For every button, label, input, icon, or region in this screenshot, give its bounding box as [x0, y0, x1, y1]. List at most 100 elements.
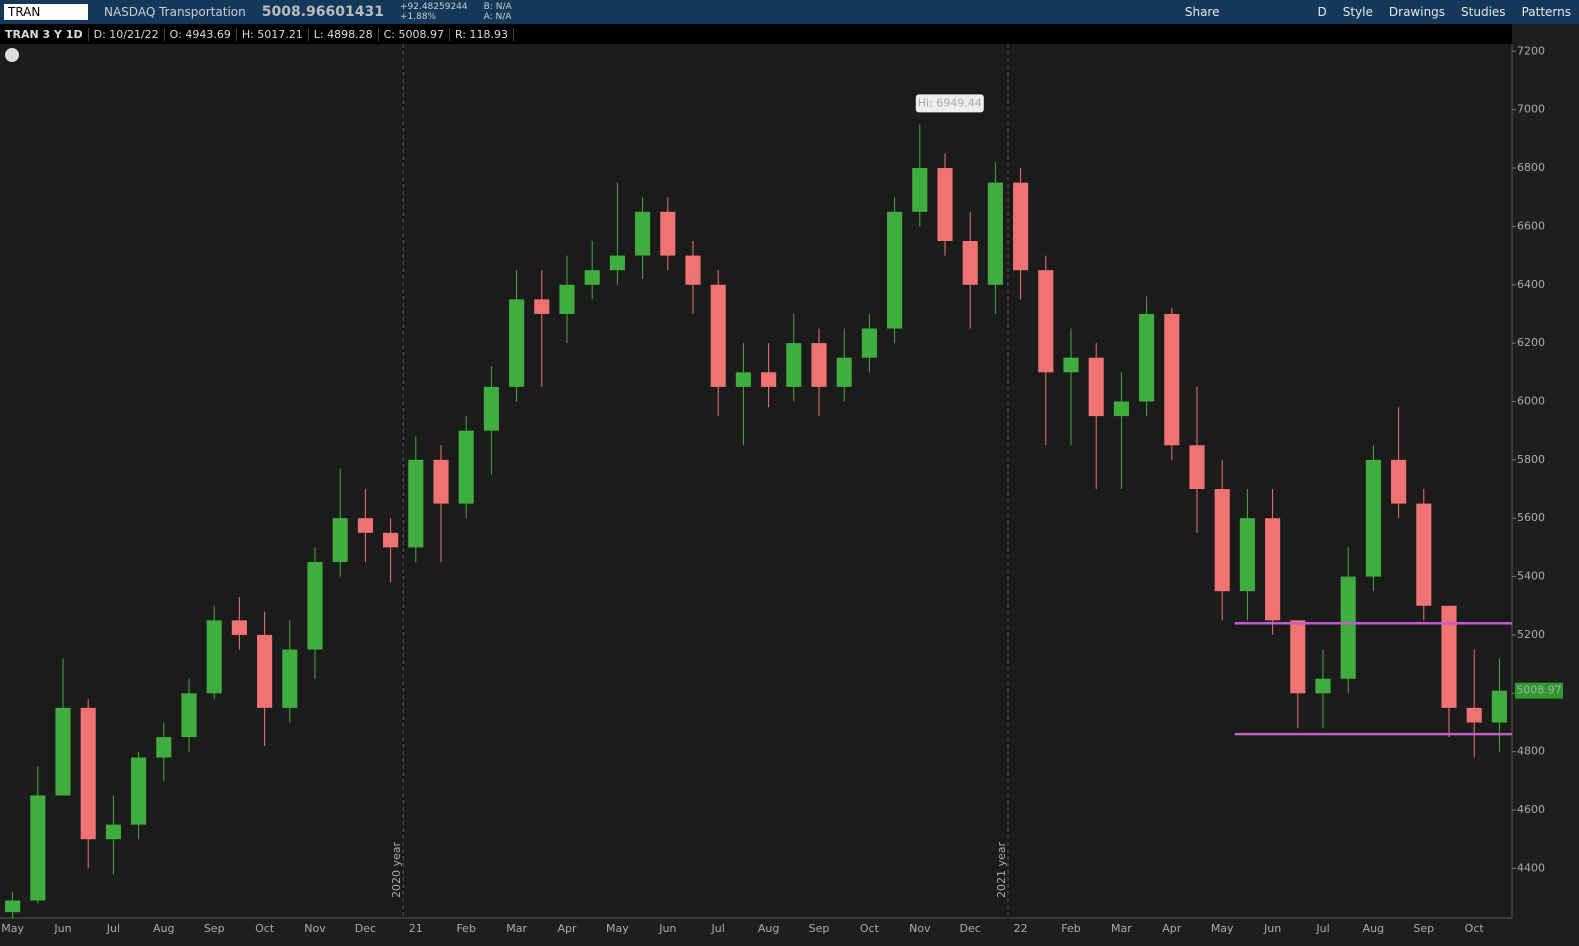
candle-body [357, 518, 373, 533]
y-tick-label: 6400 [1517, 278, 1545, 291]
x-tick-label: Aug [1363, 922, 1384, 935]
candle-body [1189, 445, 1205, 490]
candle-body [181, 693, 197, 738]
y-tick-label: 4600 [1517, 803, 1545, 816]
x-tick-label: Sep [204, 922, 225, 935]
candle-body [1365, 459, 1381, 577]
candle-body [1164, 313, 1180, 446]
y-tick-label: 5600 [1517, 511, 1545, 524]
y-tick-label: 5800 [1517, 453, 1545, 466]
candle-body [1466, 707, 1482, 723]
info-bar: TRAN 3 Y 1D D: 10/21/22 O: 4943.69 H: 5017.… [0, 24, 1512, 44]
patterns-button[interactable]: Patterns [1521, 5, 1571, 19]
x-tick-label: Feb [456, 922, 475, 935]
candle-body [534, 299, 550, 314]
info-item: R: 118.93 [450, 27, 514, 41]
candle-body [1139, 313, 1155, 402]
candle-body [710, 284, 726, 387]
candle-body [811, 343, 827, 387]
candle-body [1088, 357, 1104, 417]
share-button[interactable]: Share [1184, 5, 1220, 19]
x-tick-label: Apr [1162, 922, 1182, 935]
candle-body [685, 255, 701, 285]
x-tick-label: 21 [409, 922, 423, 935]
x-tick-label: Jun [1263, 922, 1281, 935]
candle-body [1391, 459, 1407, 504]
candle-body [962, 240, 978, 285]
x-tick-label: Dec [960, 922, 981, 935]
candle-body [887, 211, 903, 329]
x-tick-label: Aug [153, 922, 174, 935]
change-abs: +92.48259244 [399, 2, 468, 12]
x-tick-label: Sep [809, 922, 830, 935]
y-tick-label: 4400 [1517, 861, 1545, 874]
info-item: L: 4898.28 [309, 27, 379, 41]
candle-body [1113, 401, 1129, 417]
candle-body [559, 284, 575, 314]
change-pct: +1.88% [399, 12, 437, 22]
x-tick-label: Feb [1061, 922, 1080, 935]
x-tick-label: Aug [758, 922, 779, 935]
last-price-tag [1515, 682, 1563, 699]
candle-body [483, 386, 499, 431]
candle-body [1063, 357, 1079, 373]
separator-label: 2021 year [995, 841, 1008, 898]
y-tick-label: 7000 [1517, 103, 1545, 116]
candle-body [131, 757, 147, 825]
candle-body [1441, 605, 1457, 708]
symbol-input[interactable]: TRAN [4, 4, 88, 20]
candle-body [987, 182, 1003, 285]
candle-body [1013, 182, 1029, 271]
y-tick-label: 5400 [1517, 570, 1545, 583]
candle-body [1491, 690, 1507, 723]
candle-body [509, 299, 525, 387]
candle-body [1265, 518, 1281, 621]
candle-body [836, 357, 852, 387]
drawings-button[interactable]: Drawings [1388, 5, 1446, 19]
candle-body [307, 561, 323, 650]
change: +92.48259244 +1.88% [400, 2, 468, 22]
toolbar: TRAN NASDAQ Transportation 5008.96601431… [0, 0, 1579, 24]
plot-area [0, 44, 1512, 918]
x-tick-label: Oct [1465, 922, 1485, 935]
y-tick-label: 6600 [1517, 219, 1545, 232]
candle-body [861, 328, 877, 358]
candle-body [257, 634, 273, 708]
candle-body [786, 343, 802, 387]
x-tick-label: Nov [304, 922, 326, 935]
ask: A: N/A [483, 12, 512, 22]
candle-body [156, 737, 172, 758]
x-tick-label: Mar [1111, 922, 1132, 935]
candle-body [1239, 518, 1255, 592]
last-price: 5008.96601431 [261, 4, 384, 20]
y-tick-label: 6000 [1517, 394, 1545, 407]
x-tick-label: Oct [255, 922, 275, 935]
candle-body [5, 900, 21, 913]
x-tick-label: Sep [1413, 922, 1434, 935]
candle-body [282, 649, 298, 708]
x-tick-label: 22 [1014, 922, 1028, 935]
x-tick-label: Jul [711, 922, 725, 935]
bid-ask: B: N/A A: N/A [484, 2, 512, 22]
info-item: TRAN 3 Y 1D [0, 27, 89, 41]
x-tick-label: Nov [909, 922, 931, 935]
y-tick-label: 5200 [1517, 628, 1545, 641]
style-button[interactable]: Style [1342, 5, 1373, 19]
candle-body [458, 430, 474, 504]
studies-button[interactable]: Studies [1461, 5, 1506, 19]
x-tick-label: Jul [1315, 922, 1329, 935]
candle-body [105, 824, 121, 840]
info-item: D: 10/21/22 [89, 27, 165, 41]
period-button[interactable]: D [1317, 5, 1327, 19]
candle-body [1038, 270, 1054, 373]
y-tick-label: 7200 [1517, 44, 1545, 57]
candle-body [937, 168, 953, 241]
x-tick-label: Apr [557, 922, 577, 935]
x-tick-label: Jun [53, 922, 71, 935]
candle-body [383, 532, 399, 548]
x-tick-label: Jun [658, 922, 676, 935]
x-tick-label: Dec [355, 922, 376, 935]
x-tick-label: May [606, 922, 629, 935]
candle-body [1416, 503, 1432, 606]
alert-icon[interactable] [5, 48, 19, 62]
